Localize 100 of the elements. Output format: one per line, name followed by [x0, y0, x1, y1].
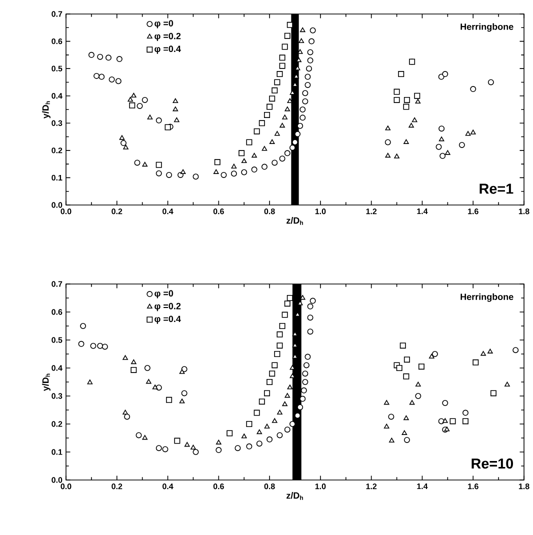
point: [280, 122, 285, 128]
point: [231, 164, 237, 168]
x-tick-label: 0.0: [60, 208, 72, 214]
x-tick-label: 1.2: [366, 484, 377, 490]
point: [490, 390, 496, 396]
point: [166, 396, 172, 403]
point: [289, 144, 296, 151]
point: [396, 364, 402, 371]
point: [258, 120, 265, 126]
x-tick-label: 0.0: [60, 484, 72, 490]
point: [256, 429, 262, 434]
point: [304, 82, 311, 88]
point: [97, 342, 104, 349]
point: [289, 421, 296, 427]
point: [304, 74, 311, 80]
legend-label: φ =0.4: [154, 316, 181, 324]
y-tick-label: 0.2: [52, 421, 62, 427]
point: [470, 130, 476, 134]
point: [181, 390, 188, 396]
y-tick-label: 0.5: [52, 337, 62, 343]
point: [174, 438, 180, 444]
point: [465, 131, 471, 136]
point: [123, 144, 128, 150]
point: [415, 98, 421, 104]
point: [307, 328, 314, 335]
point: [307, 49, 314, 56]
point: [124, 414, 130, 420]
point: [115, 78, 122, 84]
point: [394, 88, 400, 95]
point: [226, 430, 233, 436]
x-tick-label: 0.6: [213, 208, 224, 214]
point: [279, 62, 286, 69]
point: [272, 160, 278, 166]
point: [277, 410, 282, 414]
point: [156, 445, 162, 452]
point: [192, 174, 199, 180]
y-tick-label: 0.4: [52, 93, 62, 99]
point: [272, 362, 278, 368]
point: [404, 415, 409, 420]
x-tick-label: 1.4: [417, 484, 428, 490]
point: [389, 438, 394, 442]
point: [122, 410, 128, 414]
point: [512, 347, 519, 354]
point: [458, 142, 465, 148]
point: [266, 104, 273, 110]
point: [131, 92, 136, 98]
point: [129, 102, 136, 108]
y-tick-label: 0.3: [52, 120, 62, 126]
point: [216, 447, 222, 454]
point: [462, 410, 468, 416]
point: [403, 104, 410, 110]
y-tick-label: 0.0: [52, 477, 62, 483]
point: [488, 348, 493, 354]
x-tick-label: 0.2: [112, 484, 122, 490]
point: [105, 54, 112, 61]
point: [308, 38, 315, 44]
x-axis-title: z/D$_{h}$: [286, 217, 303, 225]
point: [279, 323, 286, 329]
point: [269, 139, 275, 144]
point: [276, 331, 283, 338]
point: [179, 398, 185, 404]
point: [284, 426, 290, 433]
point: [472, 359, 479, 366]
point: [404, 96, 410, 103]
x-tick-label: 0.4: [162, 208, 174, 214]
point: [284, 300, 290, 307]
point: [284, 32, 290, 39]
point: [282, 401, 288, 406]
point: [409, 400, 415, 405]
point: [304, 354, 311, 360]
point: [480, 351, 486, 356]
point: [297, 404, 304, 410]
point: [251, 166, 258, 173]
annotation: Herringbone: [460, 23, 514, 32]
point: [142, 96, 148, 103]
point: [264, 390, 270, 396]
point: [488, 79, 494, 86]
point: [122, 355, 128, 360]
point: [436, 144, 442, 150]
x-tick-label: 1.4: [417, 208, 428, 214]
x-tick-label: 1.6: [468, 484, 478, 490]
point: [415, 393, 422, 399]
point: [258, 398, 265, 405]
point: [156, 117, 162, 124]
y-tick-label: 0.7: [52, 11, 62, 17]
point: [398, 71, 404, 78]
point: [116, 56, 122, 62]
point: [284, 106, 290, 112]
point: [241, 169, 248, 176]
point: [264, 424, 270, 428]
point: [286, 22, 293, 28]
x-tick-label: 1.6: [468, 208, 478, 214]
point: [302, 98, 308, 104]
legend-label: φ =0.2: [154, 32, 181, 42]
point: [394, 154, 400, 158]
x-tick-label: 0.4: [162, 484, 174, 490]
point: [130, 366, 137, 373]
point: [252, 152, 257, 158]
x-tick-label: 1.0: [315, 208, 326, 214]
point: [136, 102, 143, 109]
